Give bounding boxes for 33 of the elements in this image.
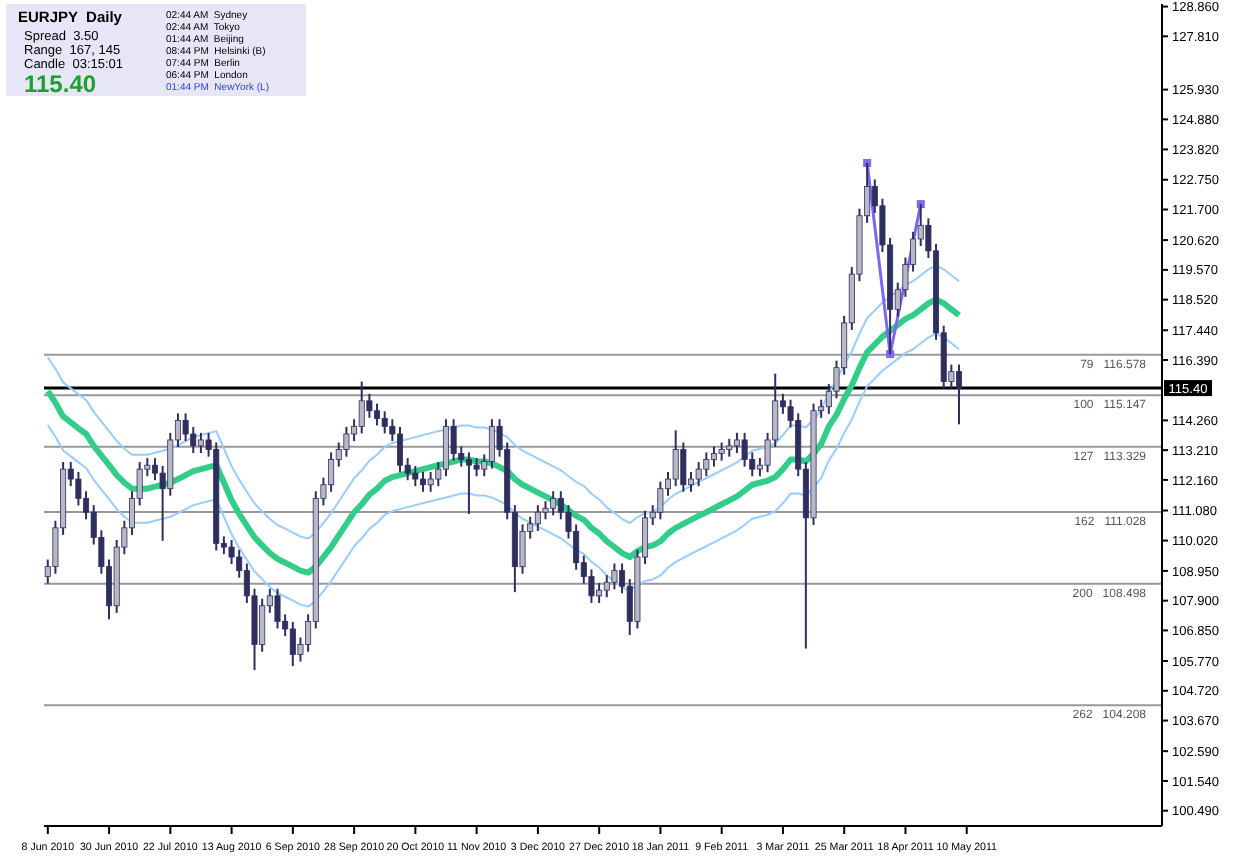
candlestick <box>442 418 449 478</box>
candlestick <box>596 582 603 604</box>
candlestick <box>550 490 557 517</box>
candlestick <box>534 504 541 532</box>
candlestick <box>374 402 381 427</box>
candlestick <box>412 465 419 488</box>
candlestick <box>381 410 388 435</box>
candlestick <box>703 451 710 478</box>
candlestick <box>611 562 618 591</box>
candlestick <box>657 480 664 521</box>
candlestick <box>358 380 365 435</box>
candlestick <box>259 597 266 653</box>
candlestick <box>197 431 204 454</box>
candlestick <box>956 363 963 426</box>
candlestick <box>718 441 725 462</box>
candlestick <box>710 445 717 468</box>
candlestick <box>151 457 158 482</box>
candlestick <box>419 470 426 493</box>
annotation: 115.40 <box>24 70 97 98</box>
candlestick <box>328 451 335 493</box>
candlestick <box>450 418 457 462</box>
candlestick <box>733 431 740 454</box>
candlestick <box>741 431 748 468</box>
candlestick <box>488 418 495 470</box>
line-series <box>46 264 961 540</box>
candlestick <box>366 392 373 419</box>
candlestick <box>397 425 404 474</box>
candlestick <box>274 587 281 630</box>
candlestick <box>427 470 434 493</box>
candlestick <box>465 451 472 515</box>
candlestick <box>672 429 679 488</box>
line-series <box>44 296 963 576</box>
candlestick <box>289 620 296 668</box>
